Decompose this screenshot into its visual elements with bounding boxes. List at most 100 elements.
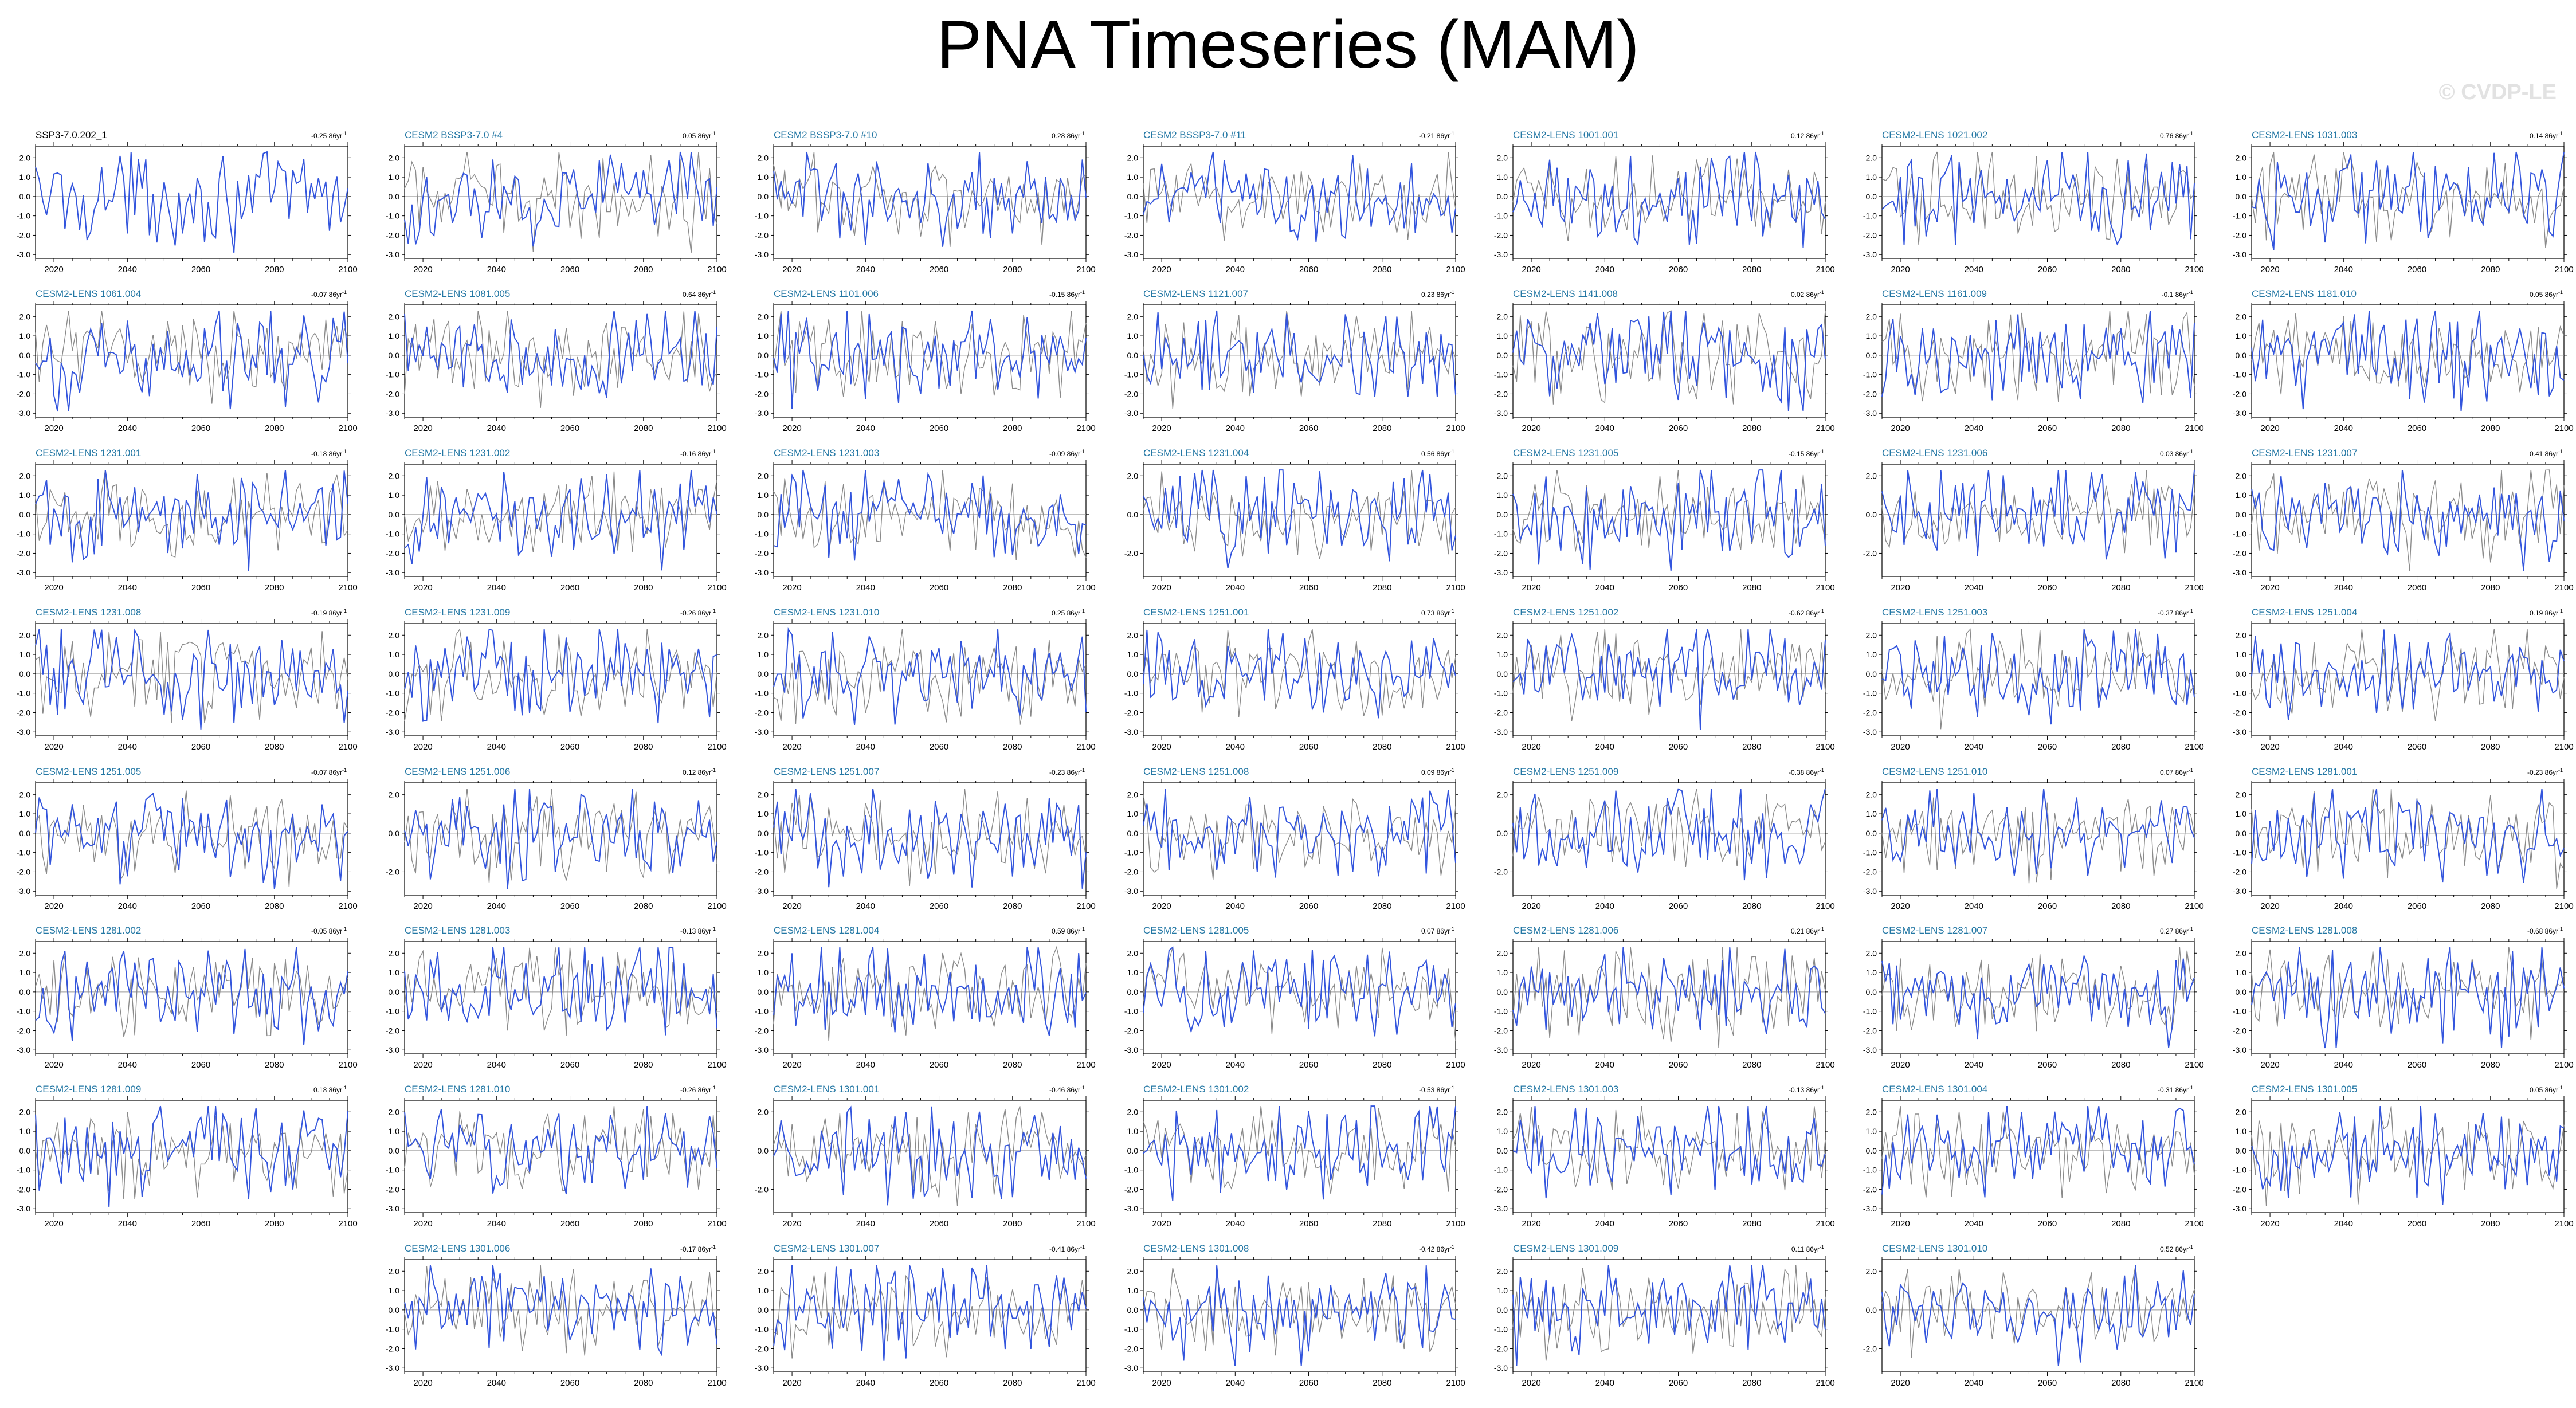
y-tick-label: -1.0 (1863, 1166, 1877, 1175)
y-tick-label: 2.0 (1127, 790, 1139, 799)
reference-series-line (404, 310, 717, 408)
trend-unit-exponent: -1 (2558, 926, 2563, 932)
x-tick-label: 2040 (487, 1378, 506, 1388)
x-tick-label: 2020 (2260, 1219, 2279, 1229)
y-tick-label: -1.0 (2233, 689, 2246, 698)
plot-frame (404, 304, 717, 418)
x-tick-label: 2080 (1373, 1219, 1391, 1229)
y-tick-label: 1.0 (2236, 650, 2247, 659)
timeseries-panel: CESM2-LENS 1231.009 -0.26 86yr-1 2.0 1.0 0.0… (386, 607, 727, 752)
y-tick-label: 1.0 (389, 1286, 400, 1295)
y-tick-label: 2.0 (19, 948, 31, 958)
reference-series-line (1143, 947, 1456, 1041)
x-tick-label: 2020 (413, 265, 432, 274)
panel-title: CESM2-LENS 1231.006 (1882, 448, 1987, 458)
plot-frame (35, 623, 348, 736)
y-tick-label: -2.0 (755, 389, 769, 398)
x-tick-label: 2040 (856, 1060, 875, 1070)
x-tick-label: 2020 (1152, 583, 1171, 593)
x-tick-label: 2060 (1299, 583, 1318, 593)
y-tick-label: -2.0 (1863, 548, 1877, 558)
x-tick-label: 2060 (1669, 423, 1688, 433)
ensemble-series-line (404, 1265, 717, 1357)
x-tick-label: 2040 (2334, 265, 2353, 274)
y-tick-label: -3.0 (2233, 727, 2246, 736)
ensemble-series-line (404, 789, 717, 889)
y-tick-label: -1.0 (1863, 689, 1877, 698)
x-tick-label: 2020 (1522, 901, 1540, 911)
y-tick-label: -2.0 (17, 1026, 30, 1035)
ensemble-series-line (1512, 151, 1826, 248)
reference-series-line (2251, 151, 2565, 248)
x-tick-label: 2060 (1669, 1378, 1688, 1388)
y-tick-label: 2.0 (19, 630, 31, 640)
panel-trend: 0.14 86yr-1 (2530, 131, 2563, 140)
y-tick-label: -2.0 (2233, 1026, 2246, 1035)
panel-title: CESM2-LENS 1301.010 (1882, 1243, 1987, 1254)
y-tick-label: 2.0 (1127, 312, 1139, 321)
y-tick-label: -1.0 (1494, 211, 1508, 221)
x-tick-label: 2020 (2260, 265, 2279, 274)
y-tick-label: -3.0 (1124, 1363, 1138, 1372)
y-tick-label: -3.0 (755, 409, 769, 418)
x-tick-label: 2020 (44, 742, 63, 752)
plot-frame (2251, 1100, 2565, 1213)
trend-unit-exponent: -1 (2558, 608, 2563, 614)
y-tick-label: 0.0 (389, 669, 400, 678)
y-tick-label: 1.0 (389, 1127, 400, 1136)
y-tick-label: -3.0 (2233, 887, 2246, 896)
y-tick-label: 1.0 (1127, 650, 1139, 659)
y-tick-label: 0.0 (1866, 192, 1877, 201)
y-tick-label: -1.0 (17, 1007, 30, 1016)
reference-series-line (1881, 151, 2195, 245)
panel-title: CESM2-LENS 1301.008 (1143, 1243, 1249, 1254)
y-tick-label: 1.0 (1866, 650, 1877, 659)
panel-title: CESM2-LENS 1301.006 (405, 1243, 510, 1254)
x-tick-label: 2040 (1595, 1378, 1614, 1388)
y-tick-label: -1.0 (2233, 530, 2246, 539)
trend-unit-exponent: -1 (2189, 289, 2193, 295)
ensemble-series-line (35, 310, 348, 412)
x-tick-label: 2080 (634, 423, 653, 433)
trend-unit-exponent: -1 (711, 926, 716, 932)
timeseries-panel: CESM2-LENS 1251.008 0.09 86yr-1 2.0 1.0 0.0 -… (1124, 766, 1465, 911)
x-tick-label: 2060 (930, 1060, 948, 1070)
ensemble-series-line (1881, 151, 2195, 246)
x-tick-label: 2020 (782, 1219, 801, 1229)
x-tick-label: 2040 (118, 265, 137, 274)
ensemble-series-line (1512, 1265, 1826, 1366)
y-tick-label: 1.0 (19, 1127, 31, 1136)
y-tick-label: -2.0 (1494, 1026, 1508, 1035)
reference-series-line (773, 946, 1087, 1041)
ensemble-series-line (35, 151, 348, 253)
x-tick-label: 2100 (338, 1219, 357, 1229)
ensemble-series-line (773, 947, 1087, 1036)
y-tick-label: 0.0 (1127, 987, 1139, 997)
x-tick-label: 2040 (1226, 1219, 1245, 1229)
y-tick-label: 2.0 (2236, 1107, 2247, 1116)
ensemble-series-line (404, 470, 717, 571)
ensemble-series-line (1881, 469, 2195, 560)
timeseries-panel: CESM2-LENS 1231.001 -0.18 86yr-1 2.0 1.0 0.0… (17, 448, 358, 593)
x-tick-label: 2040 (856, 423, 875, 433)
x-tick-label: 2020 (413, 583, 432, 593)
panel-trend: 0.12 86yr-1 (1791, 131, 1824, 140)
timeseries-panel: CESM2-LENS 1301.003 -0.13 86yr-1 2.0 1.0 0.0… (1494, 1084, 1835, 1229)
x-tick-label: 2040 (1595, 1060, 1614, 1070)
timeseries-panel: CESM2-LENS 1141.008 0.02 86yr-1 2.0 1.0 0.0 -… (1494, 288, 1835, 433)
y-tick-label: 2.0 (1497, 1266, 1508, 1276)
y-tick-label: 2.0 (389, 790, 400, 799)
y-tick-label: 2.0 (2236, 471, 2247, 480)
x-tick-label: 2100 (1446, 1219, 1465, 1229)
timeseries-panel: SSP3-7.0.202_1 -0.25 86yr-1 2.0 1.0 0.0 -1.0 -… (17, 130, 358, 274)
y-tick-label: -2.0 (1124, 389, 1138, 398)
y-tick-label: 0.0 (1866, 829, 1877, 838)
y-tick-label: 2.0 (389, 312, 400, 321)
reference-series-line (1881, 797, 2195, 884)
y-tick-label: -2.0 (17, 389, 30, 398)
plot-frame (773, 304, 1087, 418)
reference-series-line (1881, 1265, 2195, 1358)
x-tick-label: 2080 (1003, 423, 1022, 433)
panel-trend: 0.11 86yr-1 (1791, 1244, 1824, 1253)
x-tick-label: 2040 (856, 1219, 875, 1229)
